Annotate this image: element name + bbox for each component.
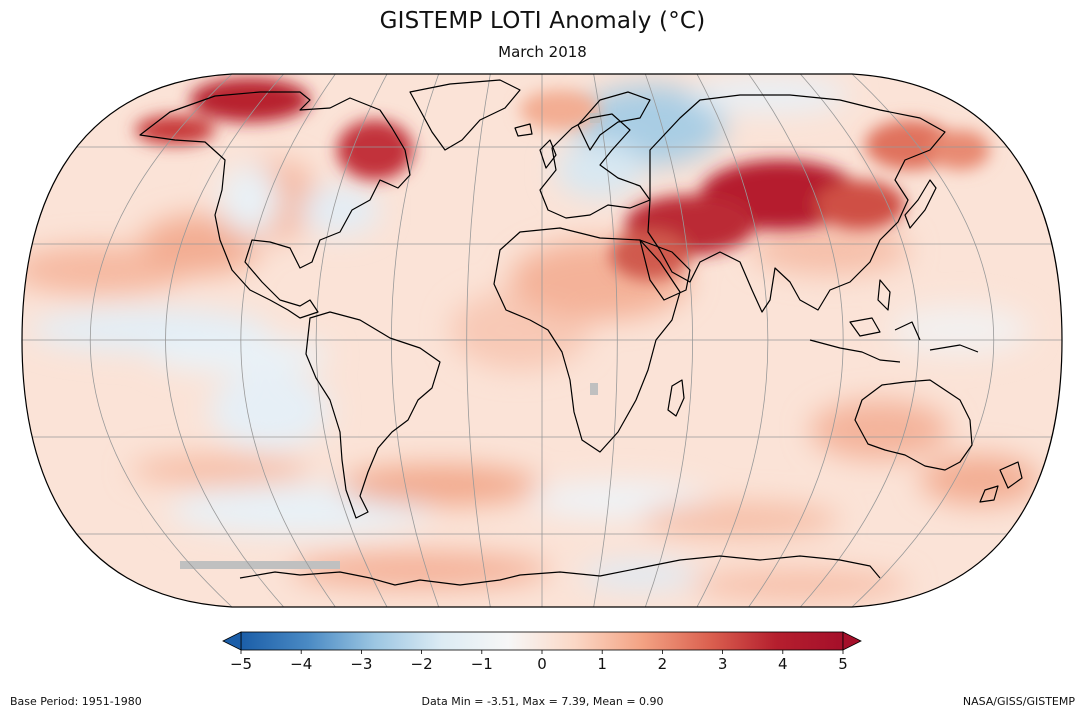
coastline-uk bbox=[514, 123, 557, 169]
anomaly-region bbox=[290, 552, 550, 588]
missing-data-region bbox=[590, 383, 598, 395]
coastline-africa bbox=[493, 227, 681, 453]
colorbar-tick-label: −5 bbox=[230, 655, 252, 673]
anomaly-region bbox=[337, 120, 413, 180]
coastline-indonesia bbox=[809, 317, 979, 363]
meridian-line bbox=[240, 74, 336, 607]
map-title: GISTEMP LOTI Anomaly (°C) bbox=[379, 8, 706, 34]
coastline-north-america bbox=[139, 91, 411, 319]
coastline-australia bbox=[854, 379, 973, 471]
colorbar-tick-label: 0 bbox=[537, 655, 547, 673]
coastline-philippines bbox=[877, 279, 891, 311]
missing-data-region bbox=[590, 113, 600, 123]
anomaly-region bbox=[815, 180, 905, 230]
anomaly-region bbox=[810, 400, 950, 460]
anomaly-region bbox=[890, 305, 1030, 355]
anomaly-region bbox=[520, 90, 600, 130]
meridian-line bbox=[90, 74, 233, 607]
meridian-line bbox=[165, 74, 284, 607]
coastline-scandinavia bbox=[577, 91, 651, 151]
coastline-arabia bbox=[639, 239, 691, 301]
colorbar-extend-low bbox=[222, 631, 242, 651]
colorbar-tick-label: 4 bbox=[778, 655, 788, 673]
colorbar-tick-label: −3 bbox=[350, 655, 372, 673]
base-period-label: Base Period: 1951-1980 bbox=[10, 695, 142, 708]
anomaly-region bbox=[220, 165, 280, 235]
meridian-line bbox=[315, 74, 388, 607]
coastline-madagascar bbox=[667, 379, 685, 417]
anomaly-region bbox=[150, 337, 330, 373]
meridian-line bbox=[391, 74, 440, 607]
coastline-new-zealand bbox=[979, 461, 1023, 503]
coastline-greenland bbox=[409, 79, 521, 151]
meridian-line bbox=[800, 74, 919, 607]
data-stats-label: Data Min = -3.51, Max = 7.39, Mean = 0.9… bbox=[421, 695, 664, 708]
hot-spots bbox=[135, 78, 990, 280]
graticule-lines bbox=[22, 74, 1062, 607]
meridian-line bbox=[644, 74, 693, 607]
coastline-south-america bbox=[305, 311, 441, 519]
meridian-line bbox=[748, 74, 844, 607]
meridian-line bbox=[851, 74, 994, 607]
anomaly-field bbox=[22, 74, 1062, 607]
meridian-line bbox=[593, 74, 618, 607]
coastline-europe bbox=[539, 113, 651, 219]
colorbar-extend-high bbox=[842, 631, 862, 651]
anomaly-region bbox=[140, 215, 260, 275]
anomaly-region bbox=[555, 142, 645, 198]
colorbar-tick-label: −1 bbox=[471, 655, 493, 673]
anomaly-region bbox=[190, 78, 310, 122]
meridian-line bbox=[696, 74, 769, 607]
anomaly-region bbox=[340, 465, 540, 505]
colorbar-tick-label: 2 bbox=[658, 655, 668, 673]
anomaly-blobs bbox=[22, 77, 1040, 600]
coastline-antarctica bbox=[239, 555, 881, 586]
anomaly-region bbox=[930, 130, 990, 170]
anomaly-region bbox=[690, 570, 910, 600]
colorbar-tick-label: 1 bbox=[597, 655, 607, 673]
anomaly-region bbox=[130, 455, 310, 485]
colorbar-tick-label: −2 bbox=[411, 655, 433, 673]
missing-data-region bbox=[180, 561, 340, 569]
coastline-japan bbox=[904, 179, 937, 229]
anomaly-region bbox=[210, 370, 330, 450]
colorbar-group: −5 −4 −3 −2 −1 0 1 2 3 4 5 bbox=[222, 631, 862, 673]
colorbar-tick-label: 3 bbox=[718, 655, 728, 673]
anomaly-region bbox=[640, 502, 840, 538]
anomaly-region bbox=[580, 561, 700, 589]
coastline-asia bbox=[647, 94, 946, 313]
meridian-line bbox=[466, 74, 491, 607]
map-subtitle: March 2018 bbox=[498, 43, 587, 61]
globe-outline bbox=[21, 73, 1063, 608]
colorbar-bar bbox=[240, 631, 844, 651]
source-credit: NASA/GISS/GISTEMP bbox=[962, 695, 1075, 708]
coastlines bbox=[139, 79, 1023, 586]
colorbar-tick-label: 5 bbox=[838, 655, 848, 673]
anomaly-region bbox=[300, 185, 380, 235]
colorbar-tick-label: −4 bbox=[290, 655, 312, 673]
